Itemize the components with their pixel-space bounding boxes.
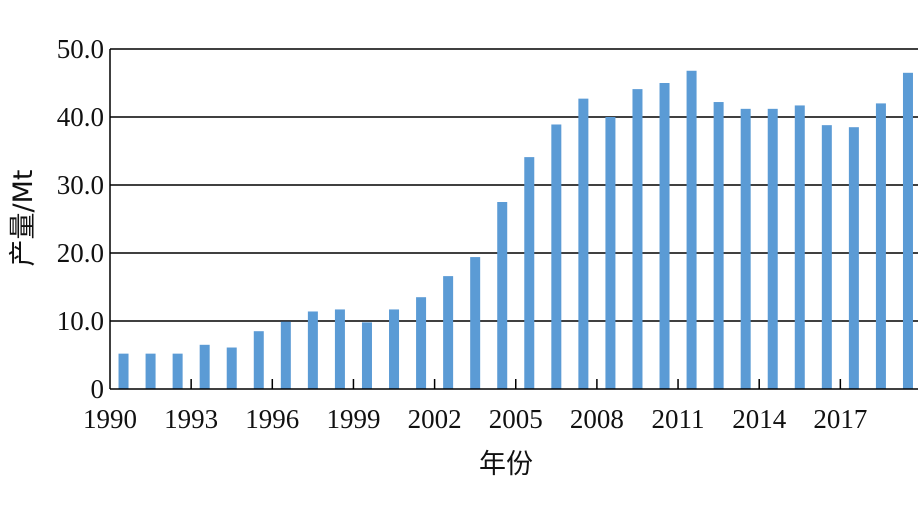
x-tick-label: 1996 (245, 404, 299, 434)
y-tick-label: 50.0 (57, 34, 104, 64)
bar-2007 (578, 98, 589, 389)
bar-2018 (875, 103, 886, 390)
bar-1999 (361, 322, 372, 389)
axes (109, 49, 918, 390)
bar-1998 (334, 309, 345, 389)
bar-2011 (686, 70, 697, 389)
x-tick-label: 2014 (732, 404, 787, 434)
bar-2013 (740, 108, 751, 389)
x-axis-title: 年份 (479, 449, 533, 480)
bar-2016 (821, 125, 832, 389)
bar-2017 (848, 127, 859, 389)
bar-2014 (767, 108, 778, 389)
bar-2000 (389, 309, 400, 389)
y-tick-label: 10.0 (57, 306, 104, 336)
bar-2009 (632, 89, 643, 390)
x-tick-label: 2005 (489, 404, 543, 434)
bars (118, 70, 913, 390)
y-tick-label: 0 (91, 374, 105, 404)
y-tick-label: 20.0 (57, 238, 104, 268)
bar-2002 (443, 276, 454, 389)
bar-1990 (118, 353, 129, 389)
bar-2005 (524, 157, 535, 389)
bar-2019 (902, 72, 913, 390)
y-tick-label: 40.0 (57, 102, 104, 132)
bar-1991 (145, 353, 156, 389)
y-axis-title: 产量/Mt (8, 170, 39, 267)
x-tick-label: 2017 (813, 404, 867, 434)
x-tick-label: 1990 (83, 404, 137, 434)
gridlines (110, 48, 918, 322)
bar-1994 (226, 347, 237, 389)
bar-2004 (497, 202, 508, 389)
bar-1993 (199, 344, 210, 389)
x-tick-label: 1999 (326, 404, 380, 434)
bar-2012 (713, 102, 724, 389)
x-tick-labels: 1990 1993 1996 1999 2002 2005 2008 2011 2014 2017 (83, 379, 867, 434)
bar-2003 (470, 257, 481, 389)
x-tick-label: 2008 (570, 404, 624, 434)
bar-2008 (605, 117, 616, 389)
bar-2006 (551, 124, 562, 389)
bar-2001 (416, 297, 427, 389)
x-tick-label: 2002 (408, 404, 462, 434)
bar-1995 (253, 331, 264, 389)
bar-1992 (172, 353, 183, 389)
x-tick-label: 1993 (164, 404, 218, 434)
bar-1997 (307, 311, 318, 389)
bar-2015 (794, 105, 805, 389)
y-tick-labels: 0 10.0 20.0 30.0 40.0 50.0 (57, 34, 104, 404)
x-tick-label: 2011 (652, 404, 705, 434)
bar-1996 (280, 321, 291, 389)
y-tick-label: 30.0 (57, 170, 104, 200)
bar-2010 (659, 83, 670, 389)
